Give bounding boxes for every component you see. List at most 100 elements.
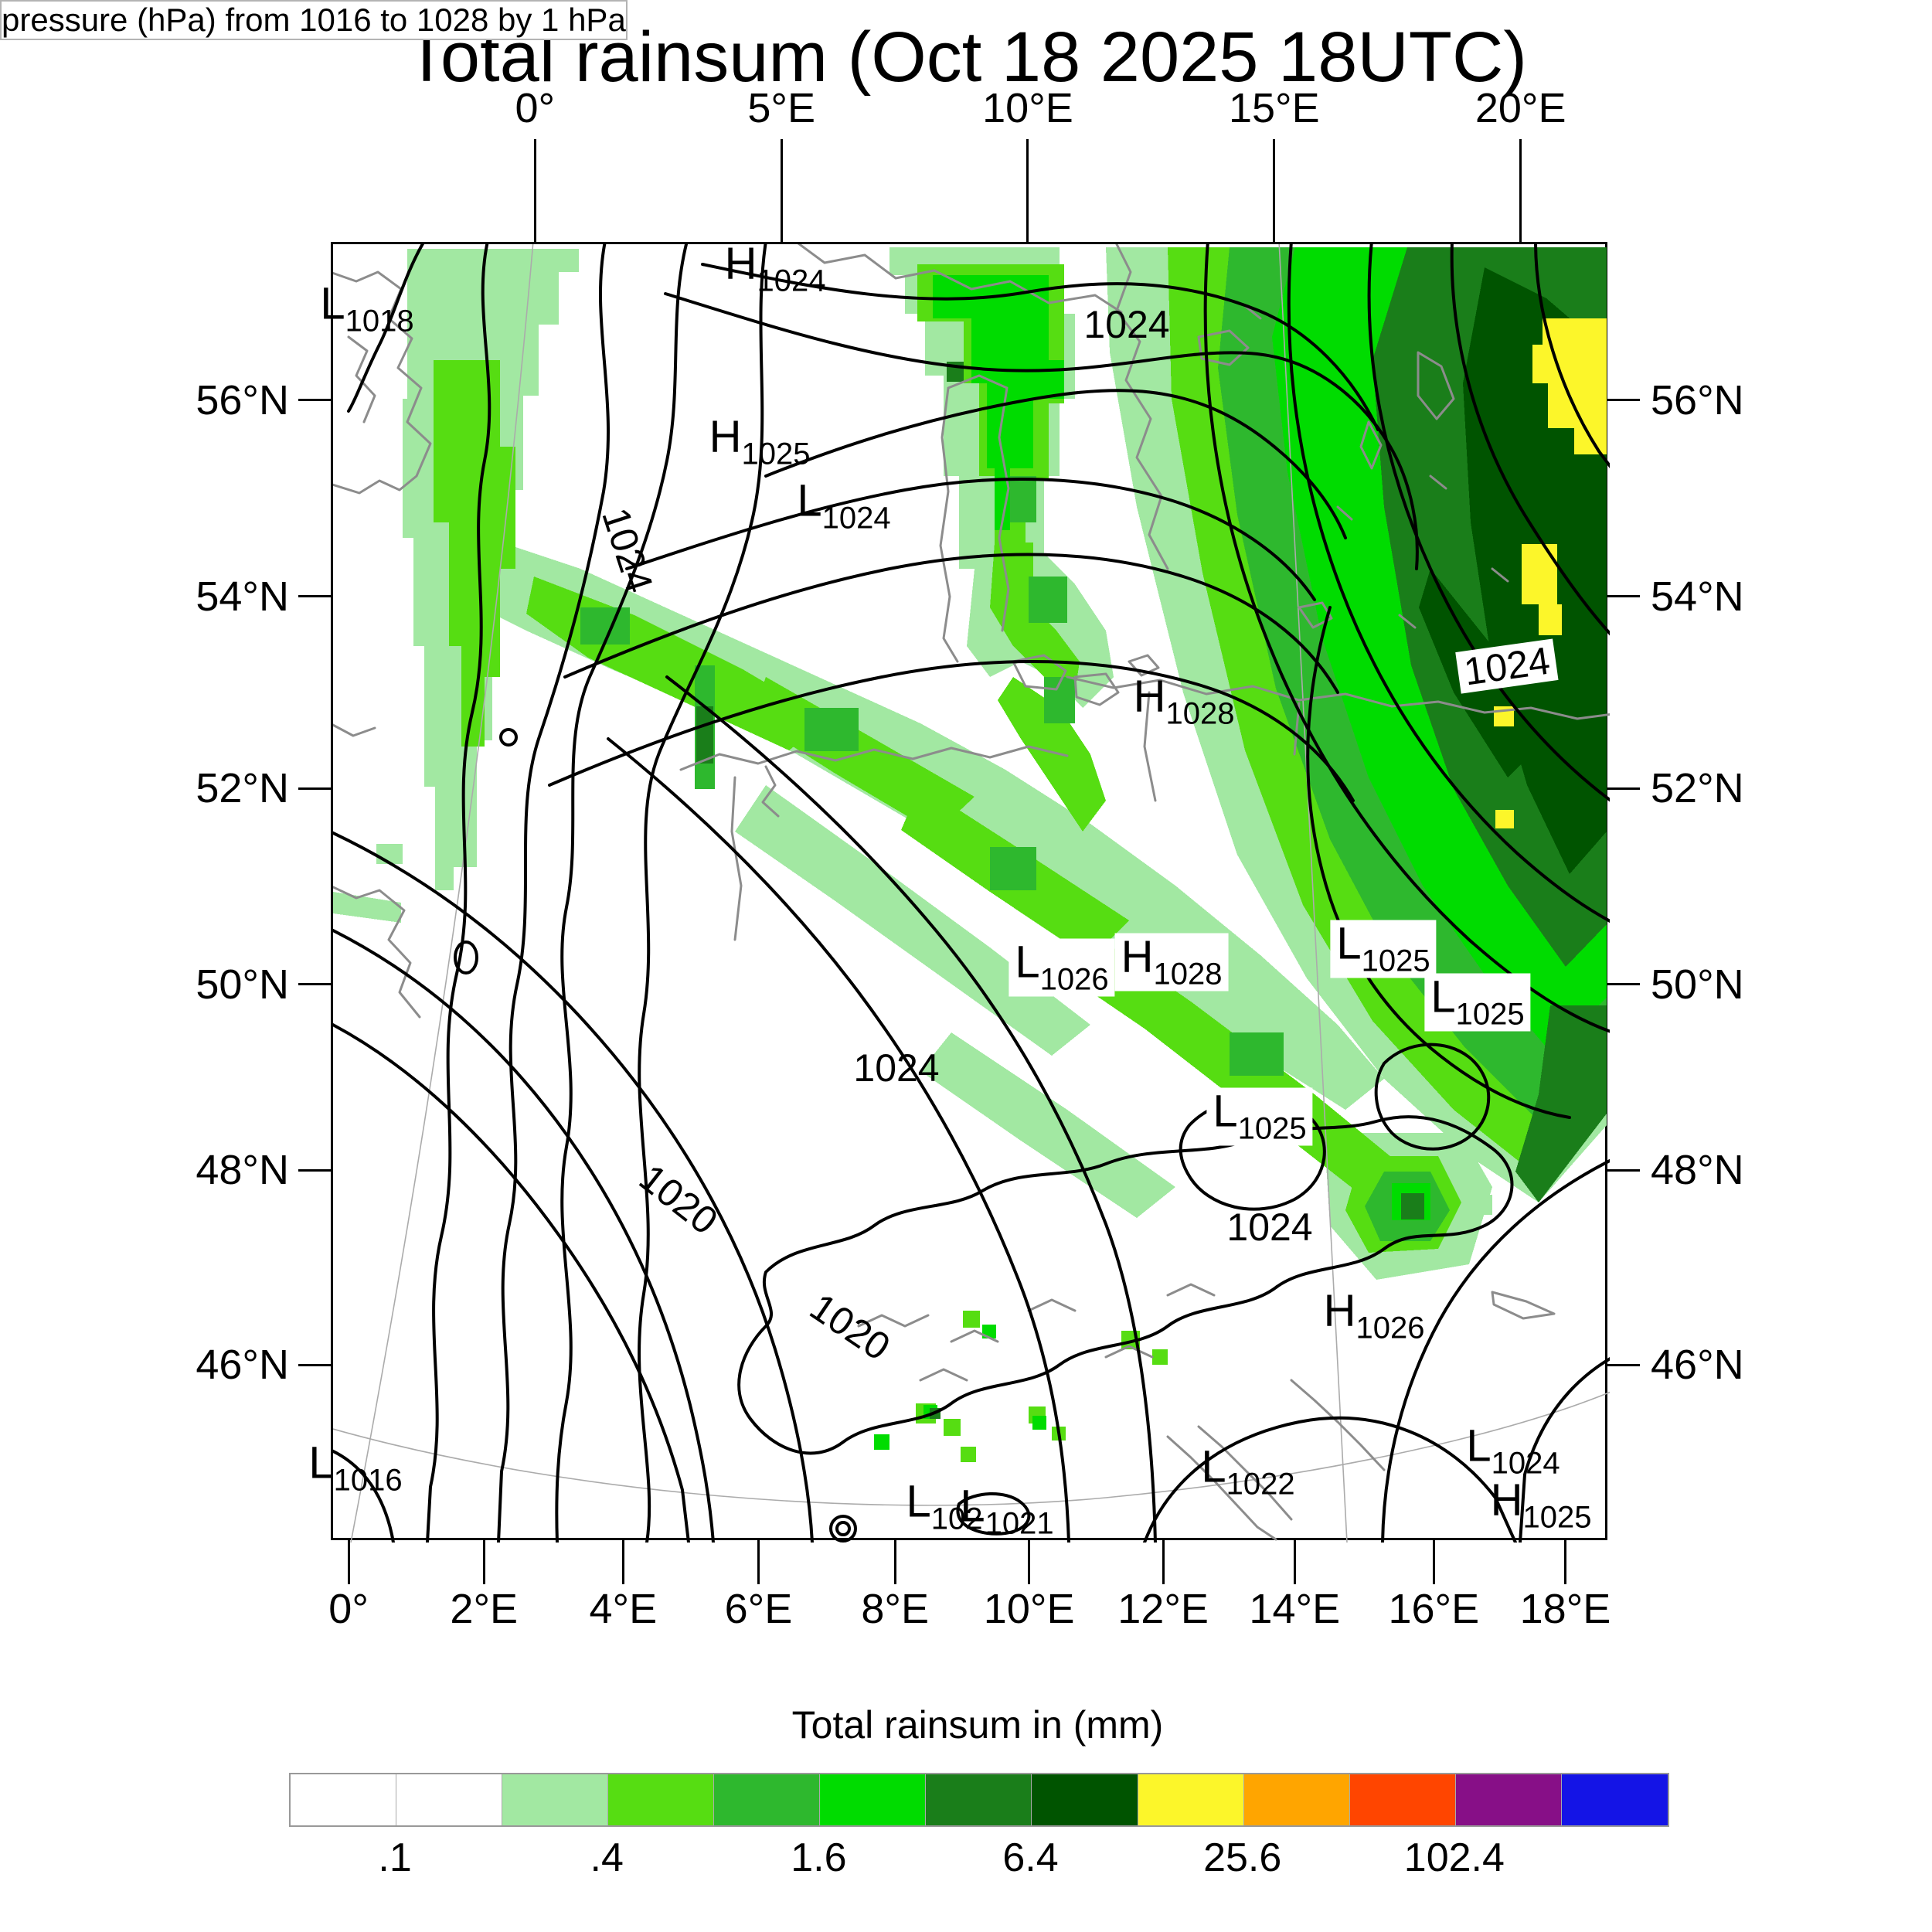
colorbar-cell-6 bbox=[926, 1774, 1032, 1825]
pressure-value: 1024 bbox=[1491, 1446, 1560, 1481]
bottom-tick-mark bbox=[621, 1540, 624, 1584]
map-plot-area bbox=[331, 242, 1610, 1543]
top-tick-mark bbox=[780, 139, 783, 242]
pressure-letter: L bbox=[960, 1481, 985, 1532]
pressure-letter: L bbox=[906, 1476, 931, 1527]
colorbar-tick-label: .1 bbox=[378, 1835, 412, 1880]
contour-value: 1024 bbox=[1083, 303, 1170, 346]
colorbar-tick-label: 102.4 bbox=[1403, 1835, 1505, 1880]
pressure-center-label-L102: L102 bbox=[906, 1476, 982, 1535]
colorbar-cell-12 bbox=[1561, 1774, 1668, 1825]
left-tick-mark bbox=[298, 595, 331, 598]
bottom-tick-label: 16°E bbox=[1388, 1586, 1480, 1632]
top-tick-label: 0° bbox=[515, 85, 556, 131]
colorbar-tick-label: .4 bbox=[590, 1835, 624, 1880]
pressure-letter: H bbox=[1323, 1285, 1356, 1336]
right-tick-mark bbox=[1607, 1168, 1640, 1172]
top-tick-label: 15°E bbox=[1228, 85, 1320, 131]
bottom-tick-mark bbox=[757, 1540, 760, 1584]
pressure-center-label-L1025: L1025 bbox=[1206, 1086, 1313, 1146]
pressure-value: 1025 bbox=[1237, 1111, 1307, 1146]
pressure-letter: L bbox=[1430, 971, 1456, 1022]
left-tick-label: 48°N bbox=[196, 1147, 289, 1194]
colorbar-cell-7 bbox=[1032, 1774, 1138, 1825]
colorbar-cell-4 bbox=[714, 1774, 821, 1825]
colorbar-cell-2 bbox=[502, 1774, 609, 1825]
colorbar-cell-11 bbox=[1455, 1774, 1562, 1825]
pressure-letter: L bbox=[1213, 1086, 1238, 1137]
pressure-value: 1025 bbox=[1361, 944, 1430, 978]
bottom-tick-label: 12°E bbox=[1117, 1586, 1209, 1632]
contour-value: 1024 bbox=[1226, 1206, 1313, 1249]
top-tick-label: 10°E bbox=[982, 85, 1073, 131]
pressure-value: 1022 bbox=[1226, 1467, 1295, 1502]
top-tick-label: 5°E bbox=[747, 85, 815, 131]
bottom-tick-mark bbox=[1432, 1540, 1435, 1584]
right-tick-mark bbox=[1607, 983, 1640, 986]
pressure-value: 1018 bbox=[345, 304, 414, 338]
contour-caption-box: pressure (hPa) from 1016 to 1028 by 1 hP… bbox=[0, 0, 628, 40]
pressure-letter: L bbox=[1201, 1441, 1226, 1492]
pressure-letter: H bbox=[1121, 931, 1154, 982]
pressure-center-label-L1025: L1025 bbox=[1424, 971, 1531, 1032]
left-tick-label: 54°N bbox=[196, 573, 289, 620]
colorbar-cell-5 bbox=[820, 1774, 927, 1825]
contour-inline-label-1024: 1024 bbox=[853, 1049, 939, 1087]
pressure-center-label-H1025: H1025 bbox=[709, 414, 811, 471]
top-tick-mark bbox=[533, 139, 536, 242]
bottom-tick-label: 0° bbox=[328, 1586, 369, 1632]
right-tick-mark bbox=[1607, 595, 1640, 598]
bottom-tick-mark bbox=[1028, 1540, 1031, 1584]
pressure-letter: L bbox=[320, 278, 345, 329]
legend-title: Total rainsum in (mm) bbox=[791, 1703, 1164, 1747]
left-tick-mark bbox=[298, 399, 331, 402]
right-tick-label: 48°N bbox=[1651, 1147, 1744, 1194]
colorbar-tick-label: 1.6 bbox=[791, 1835, 847, 1880]
pressure-center-label-L1026: L1026 bbox=[1009, 938, 1115, 997]
right-tick-label: 54°N bbox=[1651, 573, 1744, 620]
left-tick-mark bbox=[298, 1363, 331, 1366]
colorbar-tick-label: 25.6 bbox=[1203, 1835, 1282, 1880]
colorbar-cell-8 bbox=[1138, 1774, 1244, 1825]
pressure-center-label-H1024: H1024 bbox=[724, 238, 826, 298]
left-tick-label: 56°N bbox=[196, 376, 289, 423]
pressure-center-label-L1021: L1021 bbox=[960, 1484, 1054, 1541]
pressure-letter: L bbox=[308, 1437, 334, 1488]
pressure-value: 1026 bbox=[1039, 962, 1109, 997]
pressure-value: 1025 bbox=[741, 437, 811, 471]
contour-inline-label-1024: 1024 bbox=[1083, 305, 1169, 344]
bottom-tick-label: 18°E bbox=[1519, 1586, 1611, 1632]
top-tick-mark bbox=[1273, 139, 1276, 242]
left-tick-mark bbox=[298, 983, 331, 986]
pressure-letter: L bbox=[1336, 918, 1362, 969]
pressure-center-label-L1022: L1022 bbox=[1201, 1441, 1295, 1502]
top-tick-mark bbox=[1026, 139, 1029, 242]
pressure-value: 1026 bbox=[1355, 1311, 1425, 1345]
right-tick-mark bbox=[1607, 787, 1640, 790]
right-tick-label: 50°N bbox=[1651, 961, 1744, 1008]
left-tick-label: 52°N bbox=[196, 765, 289, 812]
pressure-value: 1024 bbox=[757, 264, 826, 298]
pressure-value: 1025 bbox=[1522, 1500, 1592, 1535]
pressure-center-label-L1016: L1016 bbox=[308, 1437, 402, 1496]
top-tick-label: 20°E bbox=[1475, 85, 1566, 131]
colorbar-cell-3 bbox=[608, 1774, 715, 1825]
pressure-value: 1024 bbox=[821, 501, 891, 536]
pressure-letter: L bbox=[797, 475, 822, 526]
bottom-tick-label: 10°E bbox=[983, 1586, 1075, 1632]
bottom-tick-mark bbox=[1563, 1540, 1566, 1584]
pressure-center-label-L1024: L1024 bbox=[797, 475, 891, 536]
pressure-letter: H bbox=[724, 238, 757, 289]
left-tick-label: 50°N bbox=[196, 961, 289, 1008]
bottom-tick-label: 6°E bbox=[724, 1586, 793, 1632]
left-tick-mark bbox=[298, 1168, 331, 1172]
right-tick-mark bbox=[1607, 1363, 1640, 1366]
pressure-value: 1021 bbox=[985, 1506, 1054, 1541]
pressure-contour-layer bbox=[333, 244, 1610, 1543]
bottom-tick-label: 4°E bbox=[589, 1586, 658, 1632]
bottom-tick-mark bbox=[1162, 1540, 1165, 1584]
bottom-tick-mark bbox=[347, 1540, 350, 1584]
bottom-tick-label: 8°E bbox=[861, 1586, 929, 1632]
pressure-center-label-H1026: H1026 bbox=[1323, 1285, 1425, 1345]
bottom-tick-mark bbox=[893, 1540, 896, 1584]
